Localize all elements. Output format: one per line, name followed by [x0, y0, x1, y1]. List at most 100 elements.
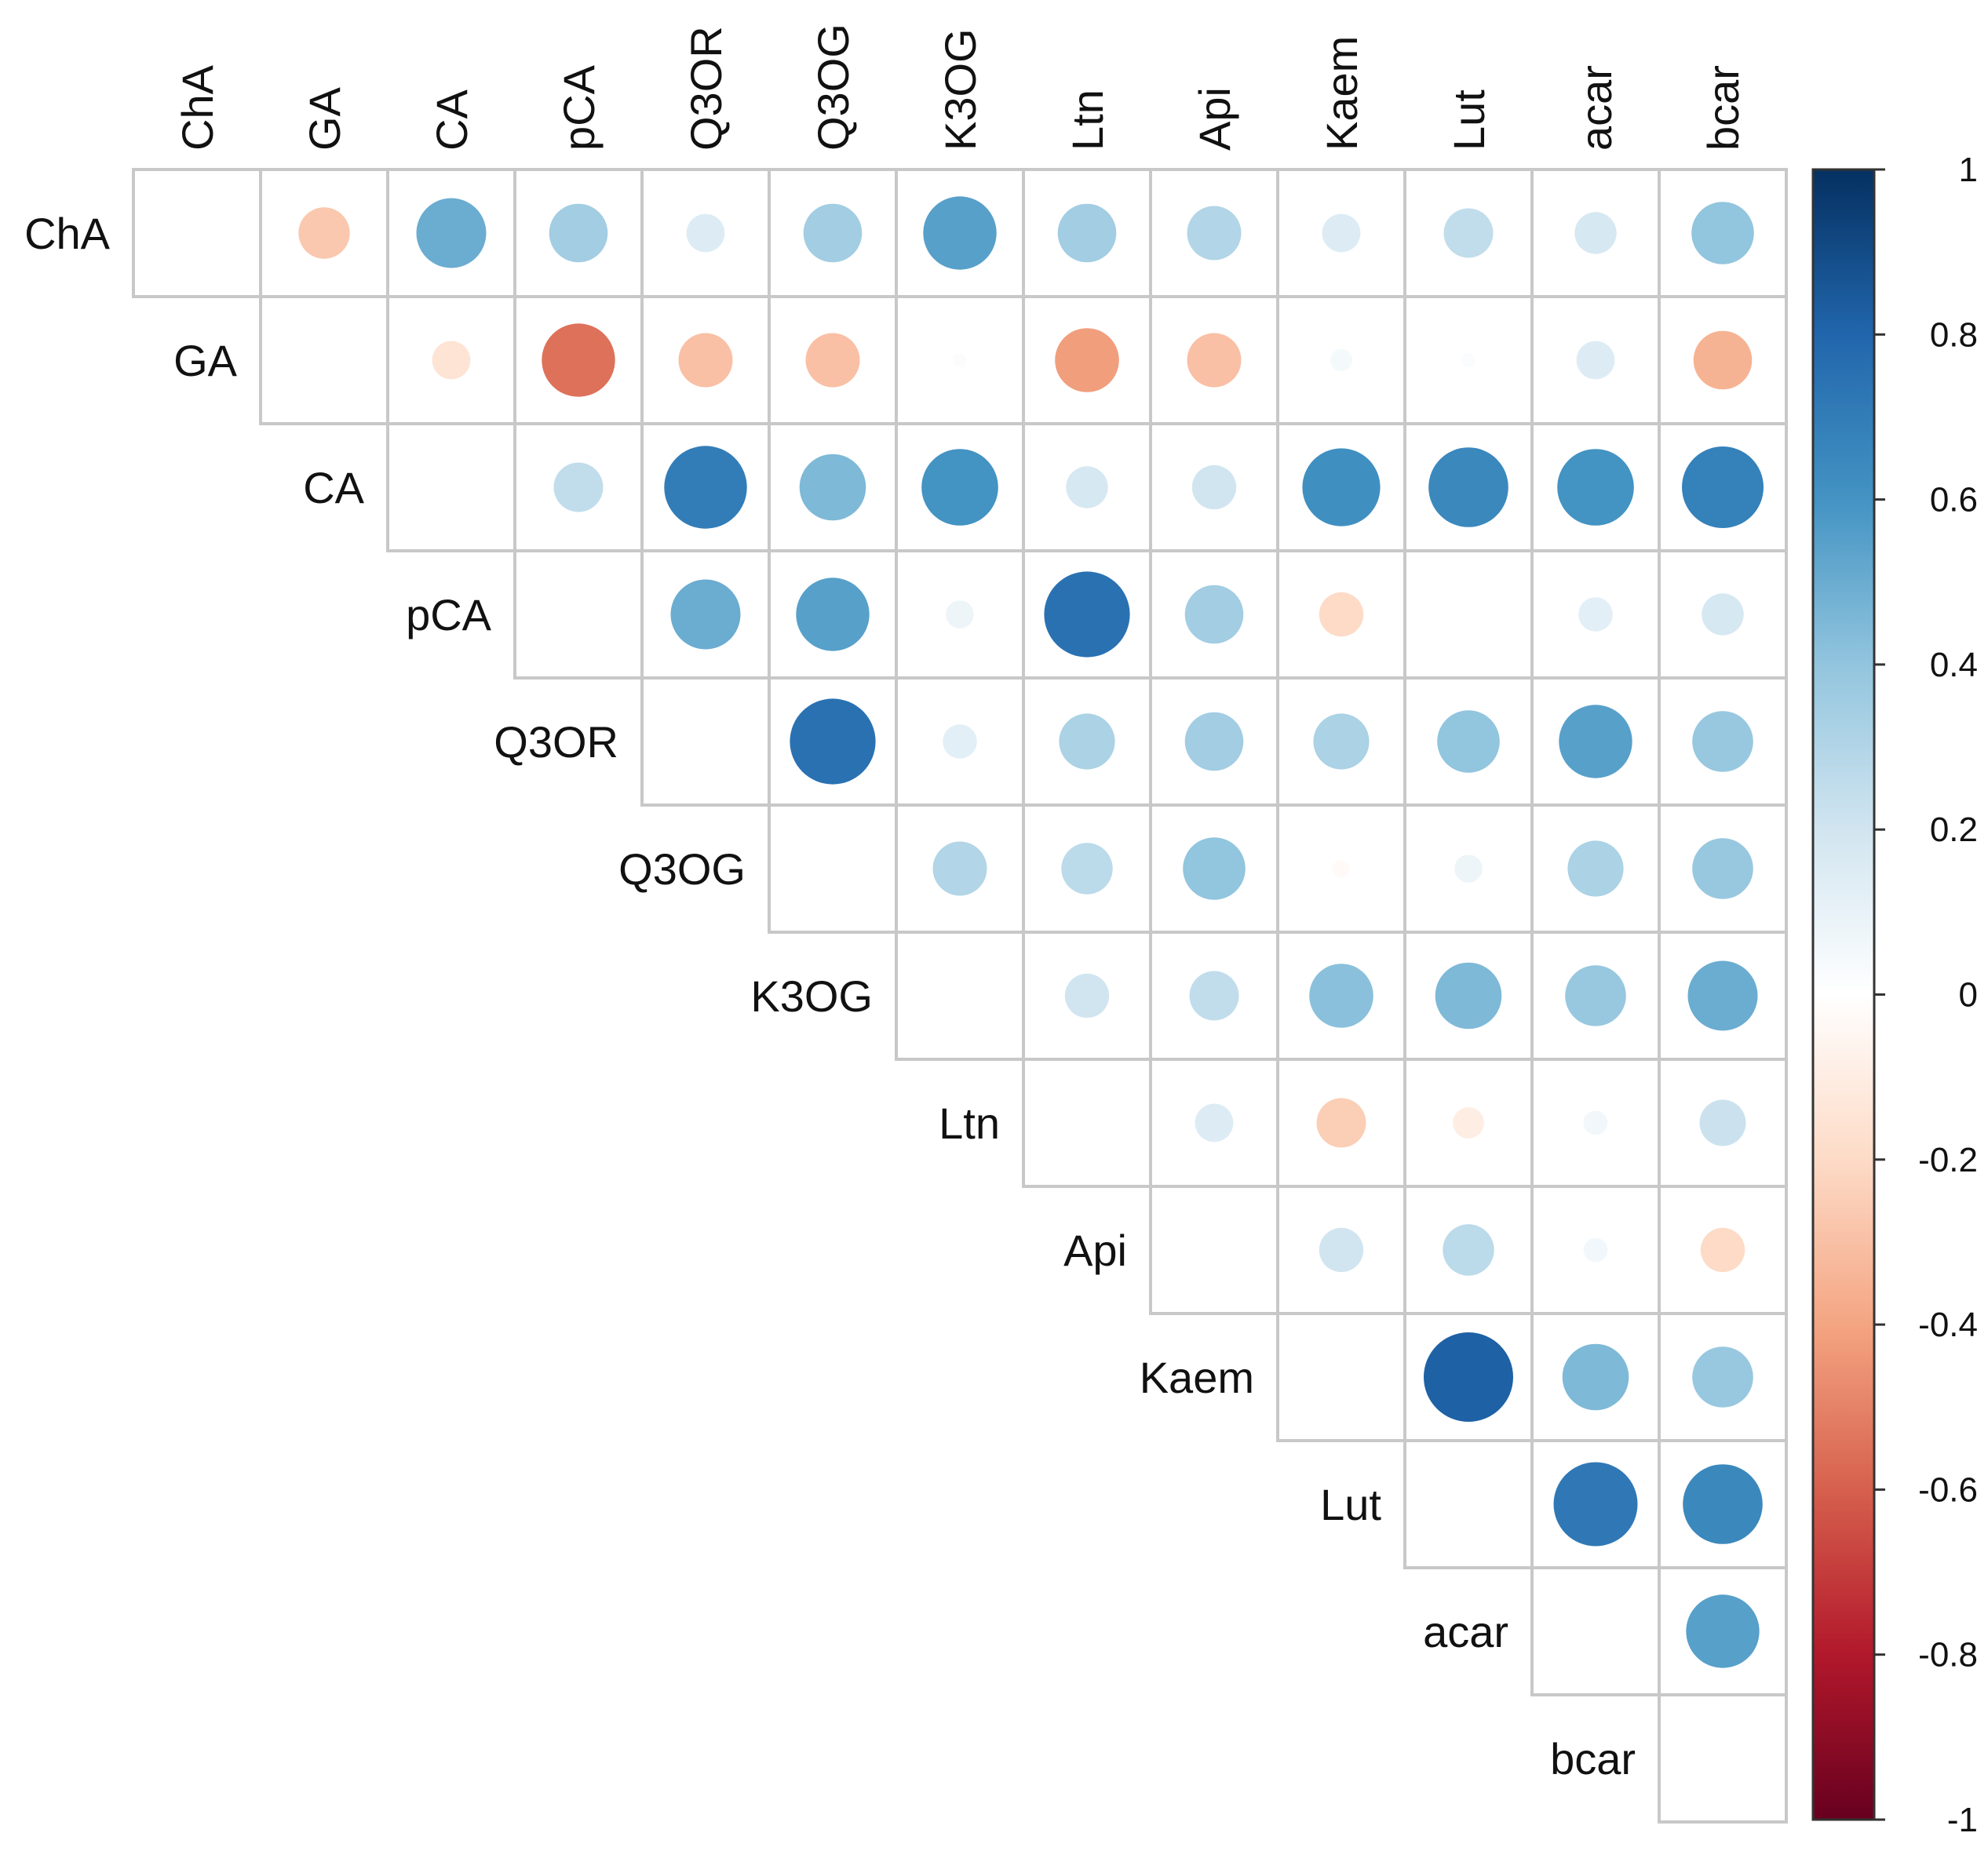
circle-Kaem-Lut: [1424, 1332, 1513, 1422]
cell-ChA-Api: [1149, 168, 1279, 298]
circle-Q3OG-K3OG: [932, 841, 987, 896]
cell-ChA-ChA: [132, 168, 262, 298]
circle-K3OG-acar: [1565, 965, 1626, 1026]
cell-bcar-bcar: [1658, 1693, 1788, 1824]
row-label-ChA: ChA: [24, 209, 111, 258]
circle-Q3OG-Kaem: [1333, 860, 1350, 877]
circle-K3OG-Lut: [1435, 962, 1502, 1029]
colorbar-tick-label: -1: [1947, 1801, 1978, 1839]
column-label-GA: GA: [300, 86, 349, 151]
circle-pCA-Q3OR: [670, 579, 741, 650]
circle-ChA-bcar: [1691, 202, 1754, 264]
colorbar-tick-label: 0.8: [1930, 315, 1978, 354]
circle-Q3OG-acar: [1567, 840, 1624, 897]
cell-Q3OG-Q3OG: [768, 803, 898, 934]
circle-Q3OR-Q3OG: [790, 698, 876, 785]
column-label-ChA: ChA: [173, 64, 222, 151]
row-label-CA: CA: [303, 463, 364, 512]
circle-GA-bcar: [1693, 330, 1753, 390]
column-label-Kaem: Kaem: [1317, 36, 1366, 151]
circle-K3OG-Kaem: [1309, 964, 1373, 1028]
circle-ChA-Kaem: [1322, 213, 1361, 253]
row-labels: ChA GA CA pCA Q3OR Q3OG K3OG Ltn Api Kaem Lut acar b…: [24, 209, 1636, 1784]
colorbar-tick-label: 0: [1959, 976, 1978, 1015]
correlation-circles: [298, 196, 1764, 1668]
row-label-Q3OR: Q3OR: [494, 717, 618, 767]
circle-Q3OR-Lut: [1437, 710, 1500, 773]
cell-Ltn-Ltn: [1022, 1058, 1152, 1188]
circle-ChA-acar: [1574, 212, 1617, 254]
cell-K3OG-K3OG: [895, 931, 1025, 1061]
circle-Kaem-bcar: [1692, 1346, 1753, 1408]
column-label-bcar: bcar: [1698, 65, 1748, 151]
circle-Api-acar: [1583, 1237, 1608, 1263]
circle-ChA-CA: [416, 198, 487, 268]
row-label-Kaem: Kaem: [1140, 1353, 1254, 1402]
circle-ChA-GA: [298, 207, 350, 259]
circle-GA-Q3OR: [678, 333, 733, 388]
circle-Q3OG-Lut: [1454, 854, 1483, 883]
circle-K3OG-bcar: [1687, 960, 1758, 1031]
circle-CA-acar: [1557, 449, 1634, 526]
cell-Q3OR-Q3OR: [640, 676, 771, 807]
column-label-K3OG: K3OG: [936, 28, 985, 151]
correlation-grid: [132, 168, 1788, 1824]
colorbar-tick-label: -0.2: [1918, 1141, 1978, 1179]
colorbar-tick-label: 0.2: [1930, 811, 1978, 849]
colorbar-tick-label: 1: [1959, 151, 1978, 189]
cell-pCA-Lut: [1403, 549, 1534, 680]
cell-GA-pCA: [513, 295, 644, 425]
cell-acar-acar: [1530, 1566, 1661, 1696]
row-label-Q3OG: Q3OG: [618, 844, 746, 894]
circle-Lut-bcar: [1683, 1464, 1763, 1544]
cell-GA-acar: [1530, 295, 1661, 425]
circle-CA-Kaem: [1302, 448, 1381, 527]
circle-ChA-Q3OR: [686, 213, 725, 253]
circle-Q3OR-Kaem: [1313, 713, 1370, 770]
circle-K3OG-Api: [1189, 971, 1239, 1021]
column-label-Q3OR: Q3OR: [681, 26, 731, 151]
circle-GA-K3OG: [953, 353, 967, 367]
circle-Ltn-Api: [1195, 1103, 1234, 1142]
circle-GA-Api: [1187, 333, 1242, 388]
cell-pCA-pCA: [513, 549, 644, 680]
column-label-Api: Api: [1190, 87, 1239, 151]
circle-GA-pCA: [542, 323, 615, 397]
row-label-acar: acar: [1423, 1607, 1508, 1656]
circle-CA-bcar: [1682, 446, 1764, 528]
row-label-Api: Api: [1063, 1226, 1127, 1275]
circle-Q3OR-acar: [1559, 705, 1632, 778]
circle-CA-pCA: [553, 462, 604, 512]
column-label-Q3OG: Q3OG: [808, 24, 858, 151]
circle-CA-Ltn: [1066, 466, 1108, 508]
circle-CA-Api: [1191, 465, 1237, 510]
column-labels: ChA GA CA pCA Q3OR Q3OG K3OG Ltn Api Kaem Lut acar b…: [173, 24, 1748, 151]
circle-GA-Lut: [1461, 353, 1475, 367]
circle-ChA-pCA: [549, 203, 608, 263]
circle-GA-CA: [432, 341, 471, 380]
circle-Lut-acar: [1553, 1462, 1638, 1547]
column-label-acar: acar: [1571, 65, 1621, 151]
circle-GA-Ltn: [1055, 328, 1119, 392]
row-label-bcar: bcar: [1550, 1734, 1636, 1784]
circle-CA-Q3OG: [799, 454, 866, 521]
row-label-GA: GA: [173, 336, 238, 385]
colorbar-tick-label: -0.4: [1918, 1306, 1978, 1344]
circle-ChA-Api: [1187, 206, 1242, 261]
circle-Ltn-Lut: [1453, 1107, 1484, 1139]
circle-pCA-K3OG: [946, 600, 974, 629]
circle-GA-Q3OG: [805, 333, 860, 388]
circle-Q3OG-Api: [1183, 837, 1246, 900]
circle-Ltn-acar: [1583, 1110, 1608, 1135]
circle-ChA-Ltn: [1057, 203, 1117, 263]
circle-Api-Kaem: [1319, 1227, 1364, 1273]
column-label-Ltn: Ltn: [1063, 89, 1112, 151]
column-label-CA: CA: [427, 89, 476, 151]
circle-Q3OR-bcar: [1692, 711, 1753, 772]
circle-Api-bcar: [1700, 1227, 1745, 1273]
cell-Api-Api: [1149, 1185, 1279, 1315]
circle-pCA-Api: [1184, 585, 1244, 644]
circle-Q3OG-bcar: [1692, 838, 1753, 899]
cell-GA-GA: [259, 295, 389, 425]
